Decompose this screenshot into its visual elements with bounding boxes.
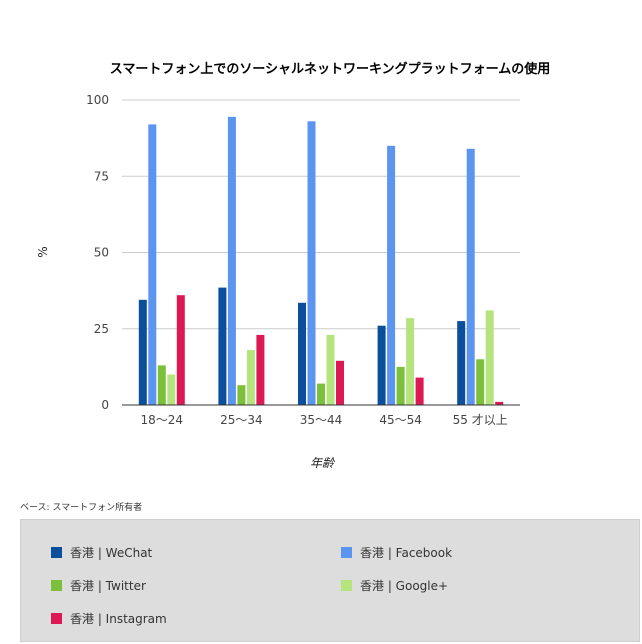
y-tick-label: 100 [86, 93, 109, 107]
x-axis-label: 年齢 [310, 456, 336, 470]
y-axis-label: % [36, 246, 50, 257]
bar [336, 360, 344, 405]
y-tick-label: 25 [94, 322, 109, 336]
x-tick-label: 55 才以上 [453, 413, 508, 427]
legend-item: 香港 | Facebook [341, 544, 452, 561]
bar [406, 318, 415, 405]
x-tick-label: 35〜44 [300, 413, 343, 427]
bar [476, 359, 485, 406]
bar [377, 325, 386, 405]
bar [485, 310, 494, 405]
bar [415, 377, 424, 405]
legend-swatch [51, 580, 62, 591]
bar [256, 334, 265, 405]
bar [298, 302, 306, 405]
bar [396, 366, 405, 405]
legend-label: 香港 | Twitter [70, 579, 146, 593]
x-tick-labels: 18〜24 25〜34 35〜44 45〜54 55 才以上 [141, 413, 508, 427]
legend-label: 香港 | Facebook [360, 546, 453, 560]
bar [495, 401, 504, 405]
bar [157, 365, 166, 405]
bar [176, 295, 185, 405]
bar [218, 287, 227, 405]
y-tick-labels: 0 25 50 75 100 [86, 93, 109, 412]
legend-label: 香港 | WeChat [70, 546, 153, 560]
y-tick-label: 0 [101, 398, 109, 412]
legend-item: 香港 | WeChat [51, 544, 152, 561]
legend-swatch [341, 547, 352, 558]
legend-swatch [341, 580, 352, 591]
legend: 香港 | WeChat 香港 | Facebook 香港 | Twitter 香港 |… [20, 519, 640, 642]
bar [237, 385, 246, 405]
base-note: ベース: スマートフォン所有者 [20, 503, 143, 513]
bar [167, 374, 176, 405]
y-tick-label: 50 [94, 246, 109, 260]
bar [317, 383, 325, 405]
bar [138, 299, 147, 405]
legend-item: 香港 | Google+ [341, 577, 448, 594]
legend-item: 香港 | Twitter [51, 577, 146, 594]
bar [246, 350, 255, 405]
x-tick-label: 25〜34 [220, 413, 263, 427]
bar [307, 121, 316, 406]
legend-swatch [51, 613, 62, 624]
legend-label: 香港 | Instagram [70, 612, 167, 626]
gridlines [122, 99, 520, 330]
bar [148, 124, 157, 406]
bar [227, 116, 236, 406]
legend-label: 香港 | Google+ [360, 579, 449, 593]
legend-item: 香港 | Instagram [51, 610, 167, 627]
chart-title: スマートフォン上でのソーシャルネットワーキングプラットフォームの使用 [110, 61, 551, 77]
bar [457, 321, 466, 405]
y-tick-label: 75 [94, 169, 109, 183]
x-tick-label: 45〜54 [379, 413, 422, 427]
chart: スマートフォン上でのソーシャルネットワーキングプラットフォームの使用 0 25 50… [36, 61, 551, 470]
x-tick-label: 18〜24 [141, 413, 184, 427]
bar [387, 145, 396, 406]
bar [326, 334, 335, 405]
bar [466, 148, 475, 406]
bars [138, 116, 504, 406]
legend-swatch [51, 547, 62, 558]
